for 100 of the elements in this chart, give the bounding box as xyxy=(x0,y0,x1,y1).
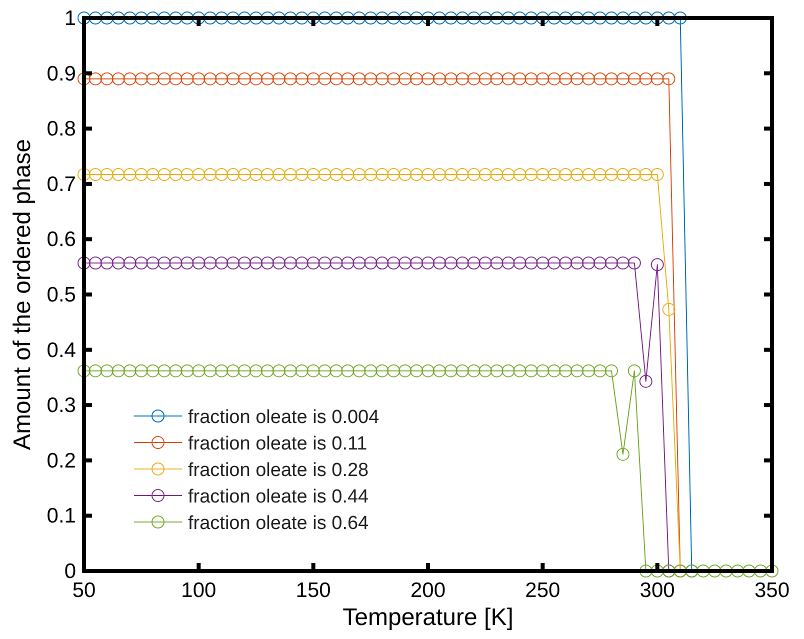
point xyxy=(422,168,434,181)
point xyxy=(604,72,618,86)
point xyxy=(478,256,492,270)
point xyxy=(250,168,262,181)
point xyxy=(250,72,262,86)
point xyxy=(513,256,526,270)
point xyxy=(330,168,343,181)
point xyxy=(112,168,125,181)
point xyxy=(387,168,400,181)
point xyxy=(513,72,526,86)
legend-label: fraction oleate is 0.44 xyxy=(188,486,370,508)
point xyxy=(134,256,148,270)
point xyxy=(398,256,412,270)
point xyxy=(432,256,446,270)
point xyxy=(146,72,160,86)
point xyxy=(272,256,286,270)
point xyxy=(410,256,424,270)
point xyxy=(158,256,171,270)
point xyxy=(192,72,206,86)
point xyxy=(204,72,217,86)
y-tick-label: 0.8 xyxy=(46,118,76,141)
point xyxy=(398,72,412,86)
point xyxy=(112,256,125,270)
point xyxy=(284,72,297,86)
point xyxy=(341,72,354,86)
point xyxy=(387,256,400,270)
point xyxy=(272,72,286,86)
point xyxy=(272,168,286,181)
point xyxy=(594,72,606,86)
point xyxy=(502,168,515,181)
point xyxy=(478,72,492,86)
point xyxy=(88,72,102,86)
point xyxy=(180,72,194,86)
point xyxy=(260,168,274,181)
point xyxy=(524,168,538,181)
point xyxy=(650,258,664,272)
point xyxy=(78,168,90,181)
point xyxy=(456,168,469,181)
y-tick-label: 0.3 xyxy=(46,394,76,418)
point xyxy=(513,168,526,181)
point xyxy=(536,256,550,270)
point xyxy=(123,72,136,86)
point xyxy=(192,256,206,270)
point xyxy=(226,256,240,270)
y-tick-label: 1 xyxy=(64,7,76,30)
point xyxy=(490,256,504,270)
point xyxy=(306,72,320,86)
point xyxy=(330,256,343,270)
y-tick-label: 0.6 xyxy=(46,228,76,252)
x-tick-label: 350 xyxy=(754,579,790,602)
point xyxy=(559,72,572,86)
y-tick-label: 0.9 xyxy=(46,62,76,86)
point xyxy=(376,168,389,181)
point xyxy=(123,168,136,181)
point xyxy=(100,256,114,270)
point xyxy=(295,72,308,86)
y-tick-label: 0.4 xyxy=(46,338,76,362)
point xyxy=(432,72,446,86)
point xyxy=(341,256,354,270)
legend-label: fraction oleate is 0.11 xyxy=(188,434,368,454)
point xyxy=(215,168,228,181)
point xyxy=(444,256,458,270)
point xyxy=(318,256,332,270)
point xyxy=(341,168,354,181)
point xyxy=(100,168,114,181)
point xyxy=(616,256,630,270)
point xyxy=(306,256,320,270)
point xyxy=(478,168,492,181)
point xyxy=(582,256,596,270)
point xyxy=(662,302,676,316)
x-tick-label: 100 xyxy=(181,579,216,602)
point xyxy=(318,72,332,86)
point xyxy=(628,168,641,181)
x-tick-label: 150 xyxy=(296,579,331,602)
point xyxy=(134,168,148,181)
point xyxy=(570,168,584,181)
point xyxy=(639,168,652,181)
legend-label: fraction oleate is 0.64 xyxy=(188,513,370,534)
point xyxy=(422,72,434,86)
point xyxy=(594,168,606,181)
point xyxy=(570,72,584,86)
point xyxy=(250,256,262,270)
point xyxy=(134,72,148,86)
point xyxy=(78,12,90,24)
point xyxy=(536,72,550,86)
point xyxy=(432,168,446,181)
point xyxy=(456,256,469,270)
point xyxy=(88,168,102,181)
point xyxy=(78,256,90,270)
point xyxy=(306,168,320,181)
point xyxy=(318,168,332,181)
legend-label: fraction oleate is 0.004 xyxy=(188,407,380,428)
point xyxy=(146,256,160,270)
point xyxy=(410,168,424,181)
point xyxy=(594,256,606,270)
point xyxy=(639,72,652,86)
y-tick-label: 0.7 xyxy=(46,172,76,196)
x-axis-title: Temperature [K] xyxy=(342,604,514,631)
point xyxy=(364,256,378,270)
point xyxy=(467,168,480,181)
